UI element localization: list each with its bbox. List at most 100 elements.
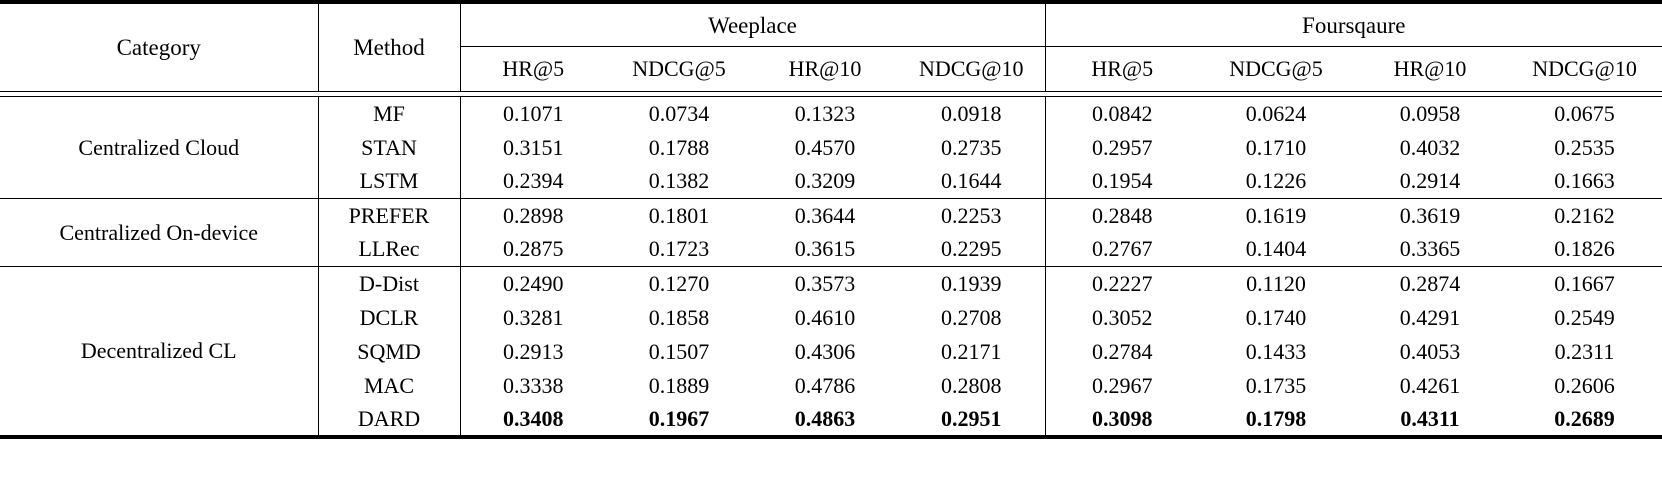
metric-header: HR@10 — [1393, 56, 1467, 81]
table-row: DCLR 0.3281 0.1858 0.4610 0.2708 0.3052 … — [0, 300, 1662, 335]
metric-value-cell: 0.3644 — [794, 202, 856, 228]
metric-header: NDCG@5 — [1229, 56, 1323, 81]
method-cell: LSTM — [317, 164, 460, 199]
metric-value-cell: 0.2875 — [459, 232, 606, 267]
dataset-header-foursqaure: Foursqaure — [1044, 2, 1662, 47]
metric-value-cell: 0.2708 — [941, 304, 1002, 330]
metric-value-cell: 0.2735 — [941, 134, 1002, 160]
metric-value-cell: 0.1226 — [1245, 168, 1307, 194]
method-cell: D-Dist — [317, 266, 460, 301]
metric-value-cell: 0.1740 — [1245, 304, 1307, 330]
metric-value-cell: 0.1270 — [648, 270, 710, 296]
metric-value-cell: 0.2490 — [459, 266, 606, 301]
metric-value-cell: 0.3365 — [1399, 236, 1461, 262]
metric-header: NDCG@10 — [1532, 56, 1637, 81]
table-row: Decentralized CL D-Dist 0.2490 0.1270 0.… — [0, 266, 1662, 361]
metric-value-cell: 0.0918 — [941, 100, 1002, 126]
metric-value-cell: 0.2913 — [459, 334, 606, 369]
metric-value-cell: 0.1323 — [794, 100, 856, 126]
method-cell: SQMD — [317, 334, 460, 369]
method-cell: STAN — [317, 130, 460, 165]
metric-value-cell: 0.2171 — [941, 338, 1002, 364]
table-row: LLRec 0.2875 0.1723 0.3615 0.2295 0.2767… — [0, 232, 1662, 267]
metric-value-cell: 0.0624 — [1245, 100, 1307, 126]
metric-value-cell: 0.1619 — [1245, 202, 1307, 228]
metric-value-cell: 0.2767 — [1044, 232, 1199, 267]
metric-value-cell: 0.3098 — [1044, 402, 1199, 437]
metric-header: NDCG@10 — [918, 56, 1024, 81]
metric-value-cell: 0.0842 — [1044, 96, 1199, 131]
metric-value-cell: 0.3615 — [794, 236, 856, 262]
metric-header: HR@5 — [459, 46, 606, 92]
metric-value-cell: 0.1788 — [648, 134, 710, 160]
metric-value-cell: 0.1071 — [459, 96, 606, 131]
method-cell: LLRec — [317, 232, 460, 267]
metric-value-cell: 0.1858 — [648, 304, 710, 330]
metric-value-cell: 0.2394 — [459, 164, 606, 199]
table-row: Centralized Cloud MF 0.1071 0.0734 0.132… — [0, 96, 1662, 158]
method-cell: DCLR — [317, 300, 460, 335]
metric-value-cell: 0.3281 — [459, 300, 606, 335]
metric-value-cell: 0.1644 — [941, 168, 1002, 194]
double-rule — [0, 91, 1662, 97]
metric-value-cell: 0.2898 — [459, 198, 606, 233]
metric-value-cell: 0.4311 — [1400, 405, 1460, 431]
method-cell: DARD — [317, 402, 460, 437]
metric-value-cell: 0.3619 — [1399, 202, 1461, 228]
metric-value-cell: 0.2957 — [1044, 130, 1199, 165]
metric-value-cell: 0.2967 — [1044, 368, 1199, 403]
category-cell: Decentralized CL — [80, 337, 237, 363]
metric-value-cell: 0.0958 — [1399, 100, 1461, 126]
metric-value-cell: 0.2311 — [1554, 338, 1615, 364]
metric-value-cell: 0.2295 — [941, 236, 1002, 262]
metric-value-cell: 0.0734 — [648, 100, 710, 126]
metric-header-row: HR@5 NDCG@5 HR@10 NDCG@10 HR@5 NDCG@5 HR… — [0, 46, 1662, 92]
metric-value-cell: 0.1798 — [1245, 405, 1307, 431]
metric-value-cell: 0.1120 — [1246, 270, 1306, 296]
table-row: STAN 0.3151 0.1788 0.4570 0.2735 0.2957 … — [0, 130, 1662, 165]
metric-value-cell: 0.2535 — [1554, 134, 1615, 160]
method-cell: MAC — [317, 368, 460, 403]
dataset-group-header-row: Category Method Weeplace Foursqaure — [0, 2, 1662, 92]
category-column-header: Category — [116, 35, 201, 60]
metric-value-cell: 0.2227 — [1044, 266, 1199, 301]
metric-value-cell: 0.1382 — [648, 168, 710, 194]
metric-value-cell: 0.1735 — [1245, 372, 1307, 398]
metric-value-cell: 0.2689 — [1554, 405, 1615, 431]
metric-value-cell: 0.2606 — [1554, 372, 1615, 398]
group-centralized-cloud: Centralized Cloud MF 0.1071 0.0734 0.132… — [0, 96, 1662, 199]
metric-value-cell: 0.2549 — [1554, 304, 1615, 330]
metric-value-cell: 0.1954 — [1044, 164, 1199, 199]
metric-value-cell: 0.3151 — [459, 130, 606, 165]
table-row: Centralized On-device PREFER 0.2898 0.18… — [0, 198, 1662, 243]
metric-value-cell: 0.0675 — [1554, 100, 1615, 126]
table-row: MAC 0.3338 0.1889 0.4786 0.2808 0.2967 0… — [0, 368, 1662, 403]
results-table: Category Method Weeplace Foursqaure HR@5… — [0, 0, 1662, 439]
metric-value-cell: 0.4570 — [794, 134, 856, 160]
table-row: LSTM 0.2394 0.1382 0.3209 0.1644 0.1954 … — [0, 164, 1662, 199]
metric-value-cell: 0.4032 — [1399, 134, 1461, 160]
metric-value-cell: 0.4863 — [794, 405, 856, 431]
group-centralized-on-device: Centralized On-device PREFER 0.2898 0.18… — [0, 198, 1662, 267]
metric-value-cell: 0.1939 — [941, 270, 1002, 296]
metric-header: HR@5 — [1044, 46, 1199, 92]
metric-value-cell: 0.4291 — [1399, 304, 1461, 330]
metric-value-cell: 0.2914 — [1399, 168, 1461, 194]
metric-value-cell: 0.4261 — [1399, 372, 1461, 398]
metric-value-cell: 0.1889 — [648, 372, 710, 398]
method-column-header: Method — [317, 2, 460, 92]
metric-header: HR@10 — [788, 56, 862, 81]
metric-value-cell: 0.2784 — [1044, 334, 1199, 369]
metric-value-cell: 0.1801 — [648, 202, 710, 228]
metric-value-cell: 0.1826 — [1554, 236, 1615, 262]
metric-value-cell: 0.3573 — [794, 270, 856, 296]
metric-value-cell: 0.2162 — [1554, 202, 1615, 228]
metric-value-cell: 0.2874 — [1399, 270, 1461, 296]
metric-value-cell: 0.1507 — [648, 338, 710, 364]
metric-value-cell: 0.3052 — [1044, 300, 1199, 335]
category-cell: Centralized On-device — [59, 219, 258, 245]
method-cell: MF — [317, 96, 460, 131]
metric-value-cell: 0.4053 — [1399, 338, 1461, 364]
metric-value-cell: 0.3338 — [459, 368, 606, 403]
metric-value-cell: 0.2951 — [941, 405, 1002, 431]
